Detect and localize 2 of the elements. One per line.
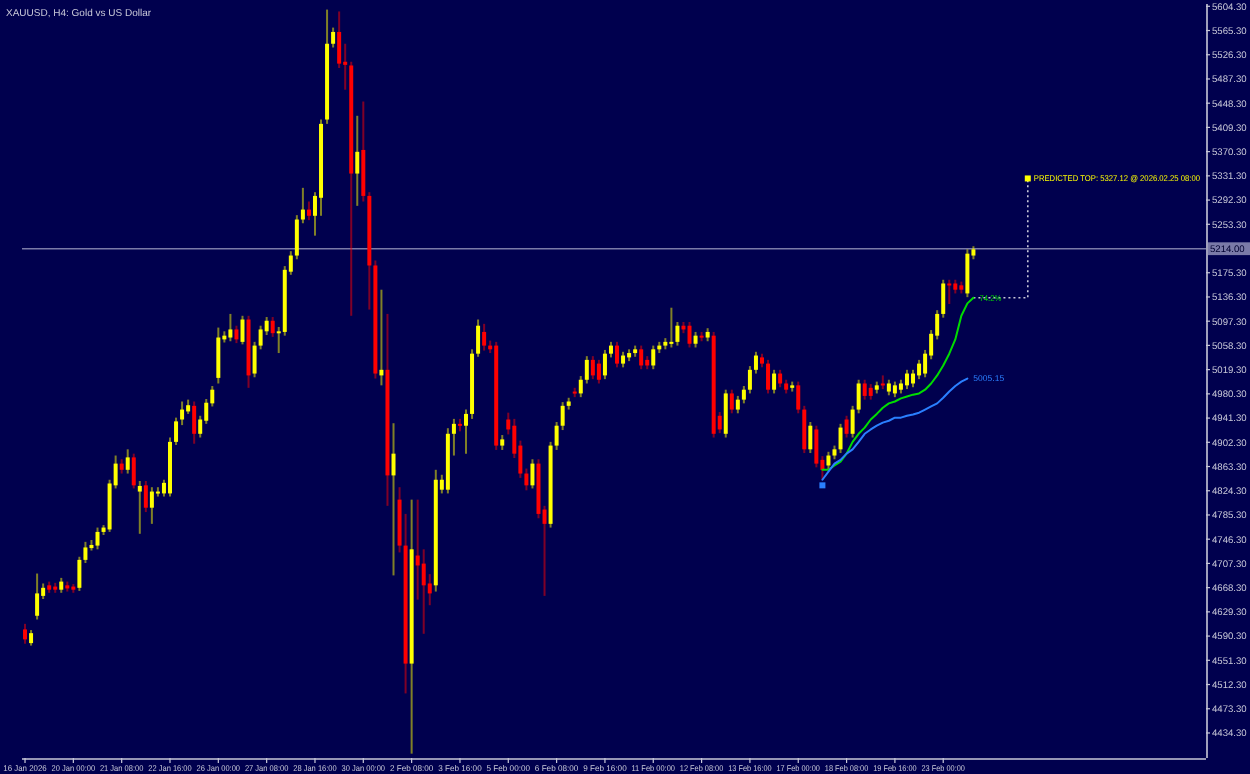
line-series xyxy=(821,296,975,471)
line-series xyxy=(821,377,969,481)
